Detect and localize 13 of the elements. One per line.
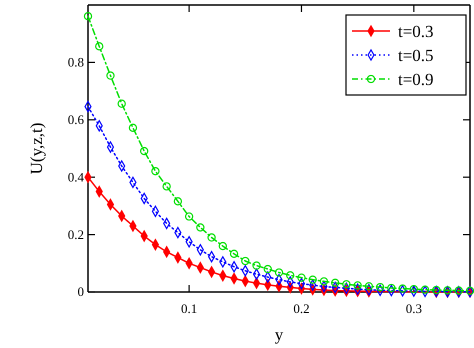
x-axis-title: y: [274, 325, 284, 344]
y-tick-label: 0.2: [68, 226, 84, 242]
legend-label: t=0.5: [398, 46, 434, 65]
x-tick-label: 0.2: [293, 301, 310, 316]
y-tick-label: 0.4: [68, 169, 84, 184]
x-tick-label: 0.3: [406, 301, 422, 316]
y-axis-title: U(y,z,t): [27, 122, 46, 174]
y-tick-label: 0.8: [68, 54, 84, 70]
x-tick-label: 0.1: [180, 301, 198, 316]
y-tick-label: 0: [78, 284, 84, 300]
legend-label: t=0.9: [398, 70, 434, 89]
legend-label: t=0.3: [398, 22, 434, 41]
y-tick-label: 0.6: [68, 112, 84, 127]
